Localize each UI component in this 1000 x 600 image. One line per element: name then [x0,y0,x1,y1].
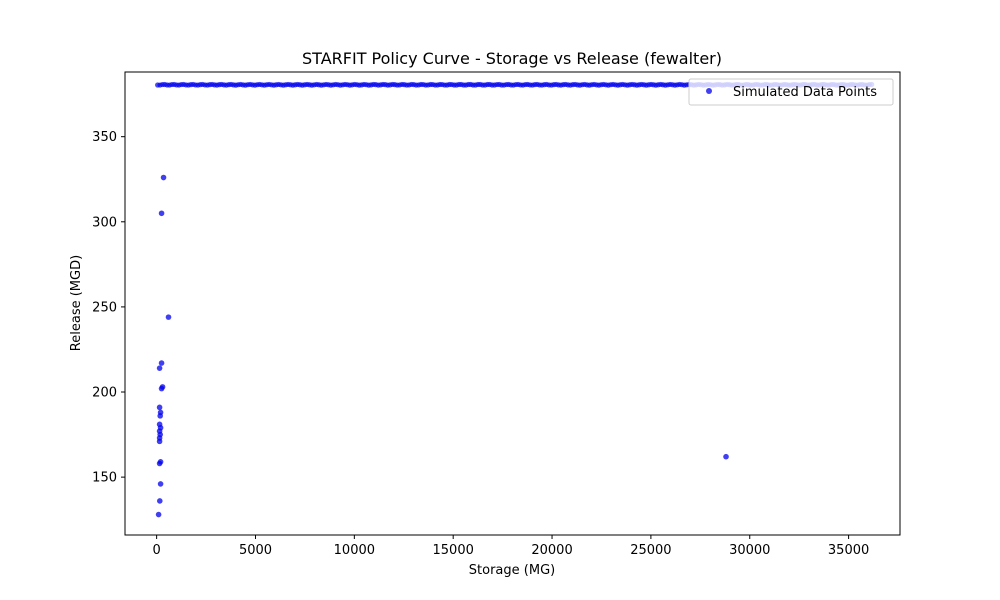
data-point [165,314,172,320]
data-point [157,481,164,487]
x-tick-label: 15000 [433,543,474,558]
x-tick-label: 25000 [630,543,671,558]
x-tick-label: 35000 [828,543,869,558]
y-axis-label: Release (MGD) [69,255,84,351]
legend-label: Simulated Data Points [733,85,877,100]
data-point [723,453,729,460]
x-tick-label: 30000 [729,543,770,558]
legend-box [688,78,894,106]
data-point [156,404,163,411]
y-tick-label: 300 [92,215,117,230]
x-axis: 0 5000 10000 15000 20000 25000 30000 35000 [152,535,869,558]
data-point [156,365,163,371]
legend: Simulated Data Points [688,78,894,106]
y-axis: 150 200 250 300 350 [92,130,125,486]
data-point [156,498,163,504]
data-point [160,174,167,181]
x-axis-label: Storage (MG) [469,563,555,578]
data-point [157,413,163,419]
data-point [156,438,163,445]
x-tick-label: 10000 [334,543,375,558]
chart-title: STARFIT Policy Curve - Storage vs Releas… [302,49,722,68]
legend-marker [706,88,712,94]
data-point [158,385,165,392]
data-point [156,460,163,467]
data-point [158,210,165,217]
data-point [155,511,162,518]
x-tick-label: 0 [152,543,160,558]
data-point [158,360,165,366]
x-tick-label: 5000 [239,543,272,558]
y-tick-label: 350 [92,130,117,145]
y-tick-label: 200 [92,386,117,401]
plot-frame [124,71,901,536]
y-tick-label: 250 [92,300,117,315]
y-tick-label: 150 [92,471,117,486]
x-tick-label: 20000 [531,543,572,558]
